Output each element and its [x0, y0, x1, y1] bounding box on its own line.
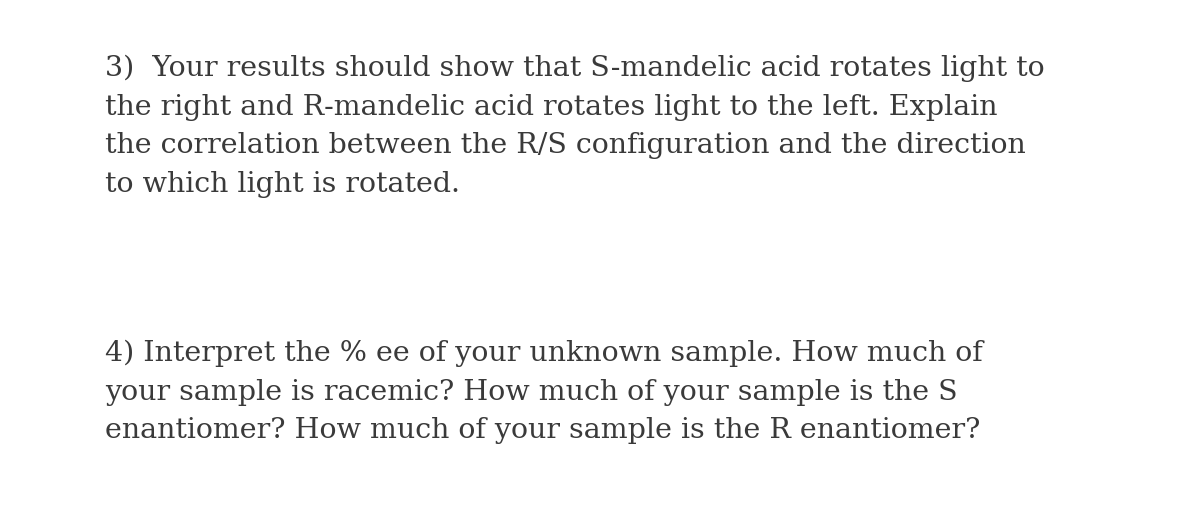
Text: 3)  Your results should show that S-mandelic acid rotates light to
the right and: 3) Your results should show that S-mande…	[106, 55, 1045, 198]
Text: 4) Interpret the % ee of your unknown sample. How much of
your sample is racemic: 4) Interpret the % ee of your unknown sa…	[106, 340, 983, 444]
